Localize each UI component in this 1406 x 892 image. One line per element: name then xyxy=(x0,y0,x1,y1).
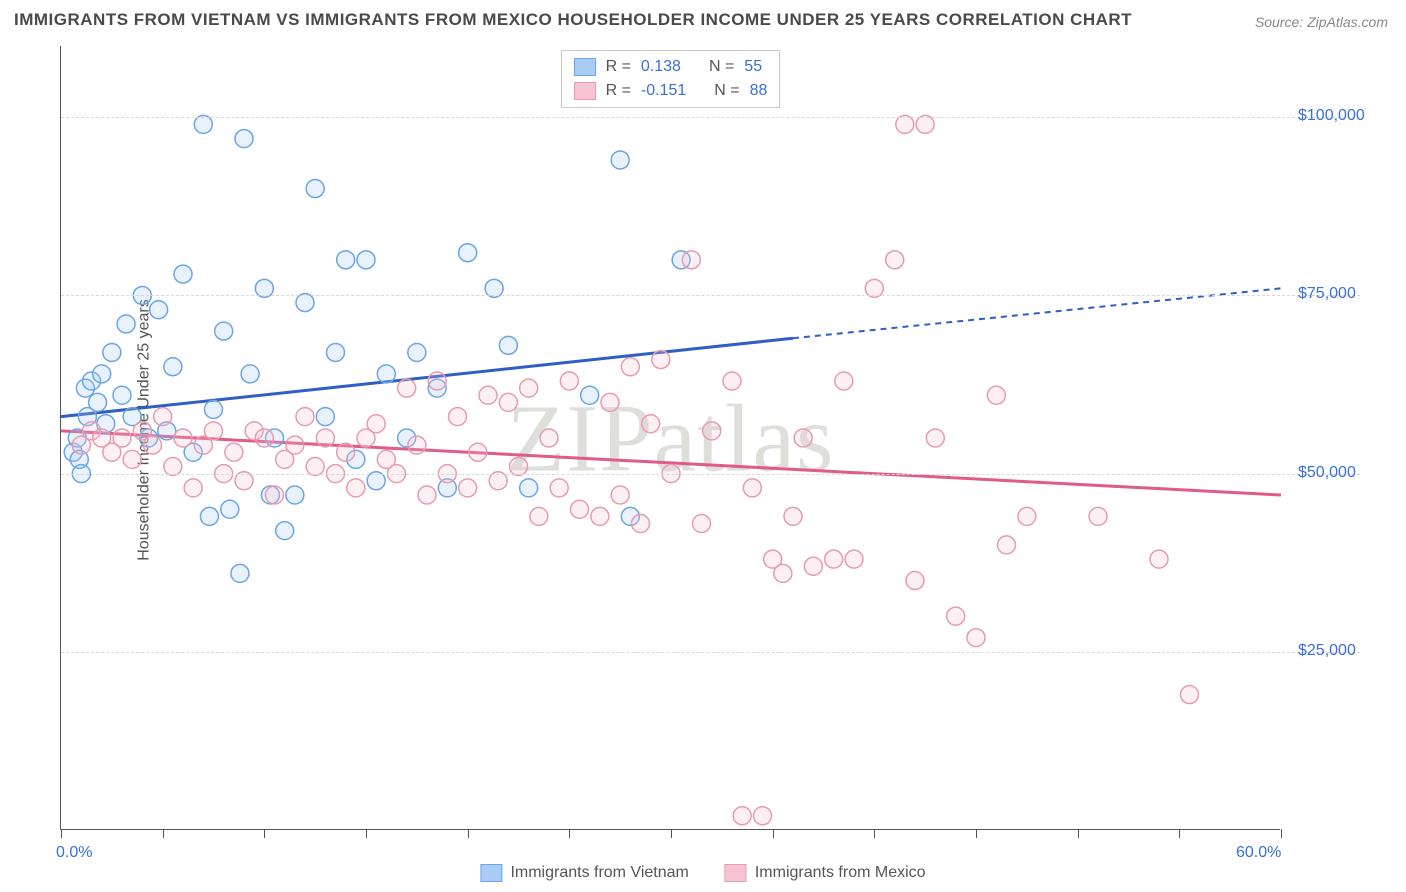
plot-area: ZIPatlas R = 0.138 N = 55 R = -0.151 N =… xyxy=(60,46,1280,830)
r-value-mexico: -0.151 xyxy=(641,82,686,100)
n-value-mexico: 88 xyxy=(750,82,768,100)
swatch-mexico-icon xyxy=(725,864,747,882)
legend-row-mexico: R = -0.151 N = 88 xyxy=(574,79,768,103)
x-axis-end-label: 60.0% xyxy=(1236,844,1281,862)
legend-item-mexico: Immigrants from Mexico xyxy=(725,864,926,882)
legend-row-vietnam: R = 0.138 N = 55 xyxy=(574,55,768,79)
y-tick-label: $100,000 xyxy=(1298,107,1365,125)
r-value-vietnam: 0.138 xyxy=(641,58,681,76)
n-value-vietnam: 55 xyxy=(744,58,762,76)
y-tick-label: $75,000 xyxy=(1298,285,1356,303)
chart-title: IMMIGRANTS FROM VIETNAM VS IMMIGRANTS FR… xyxy=(14,10,1132,30)
source-label: Source: ZipAtlas.com xyxy=(1255,14,1388,30)
correlation-legend: R = 0.138 N = 55 R = -0.151 N = 88 xyxy=(561,50,781,108)
y-tick-label: $50,000 xyxy=(1298,464,1356,482)
series-legend: Immigrants from Vietnam Immigrants from … xyxy=(480,864,925,882)
scatter-points-layer xyxy=(61,46,1280,829)
swatch-vietnam-icon xyxy=(480,864,502,882)
swatch-vietnam xyxy=(574,58,596,76)
x-axis-start-label: 0.0% xyxy=(56,844,92,862)
legend-item-vietnam: Immigrants from Vietnam xyxy=(480,864,688,882)
y-tick-label: $25,000 xyxy=(1298,642,1356,660)
swatch-mexico xyxy=(574,82,596,100)
chart-container: IMMIGRANTS FROM VIETNAM VS IMMIGRANTS FR… xyxy=(0,0,1406,892)
